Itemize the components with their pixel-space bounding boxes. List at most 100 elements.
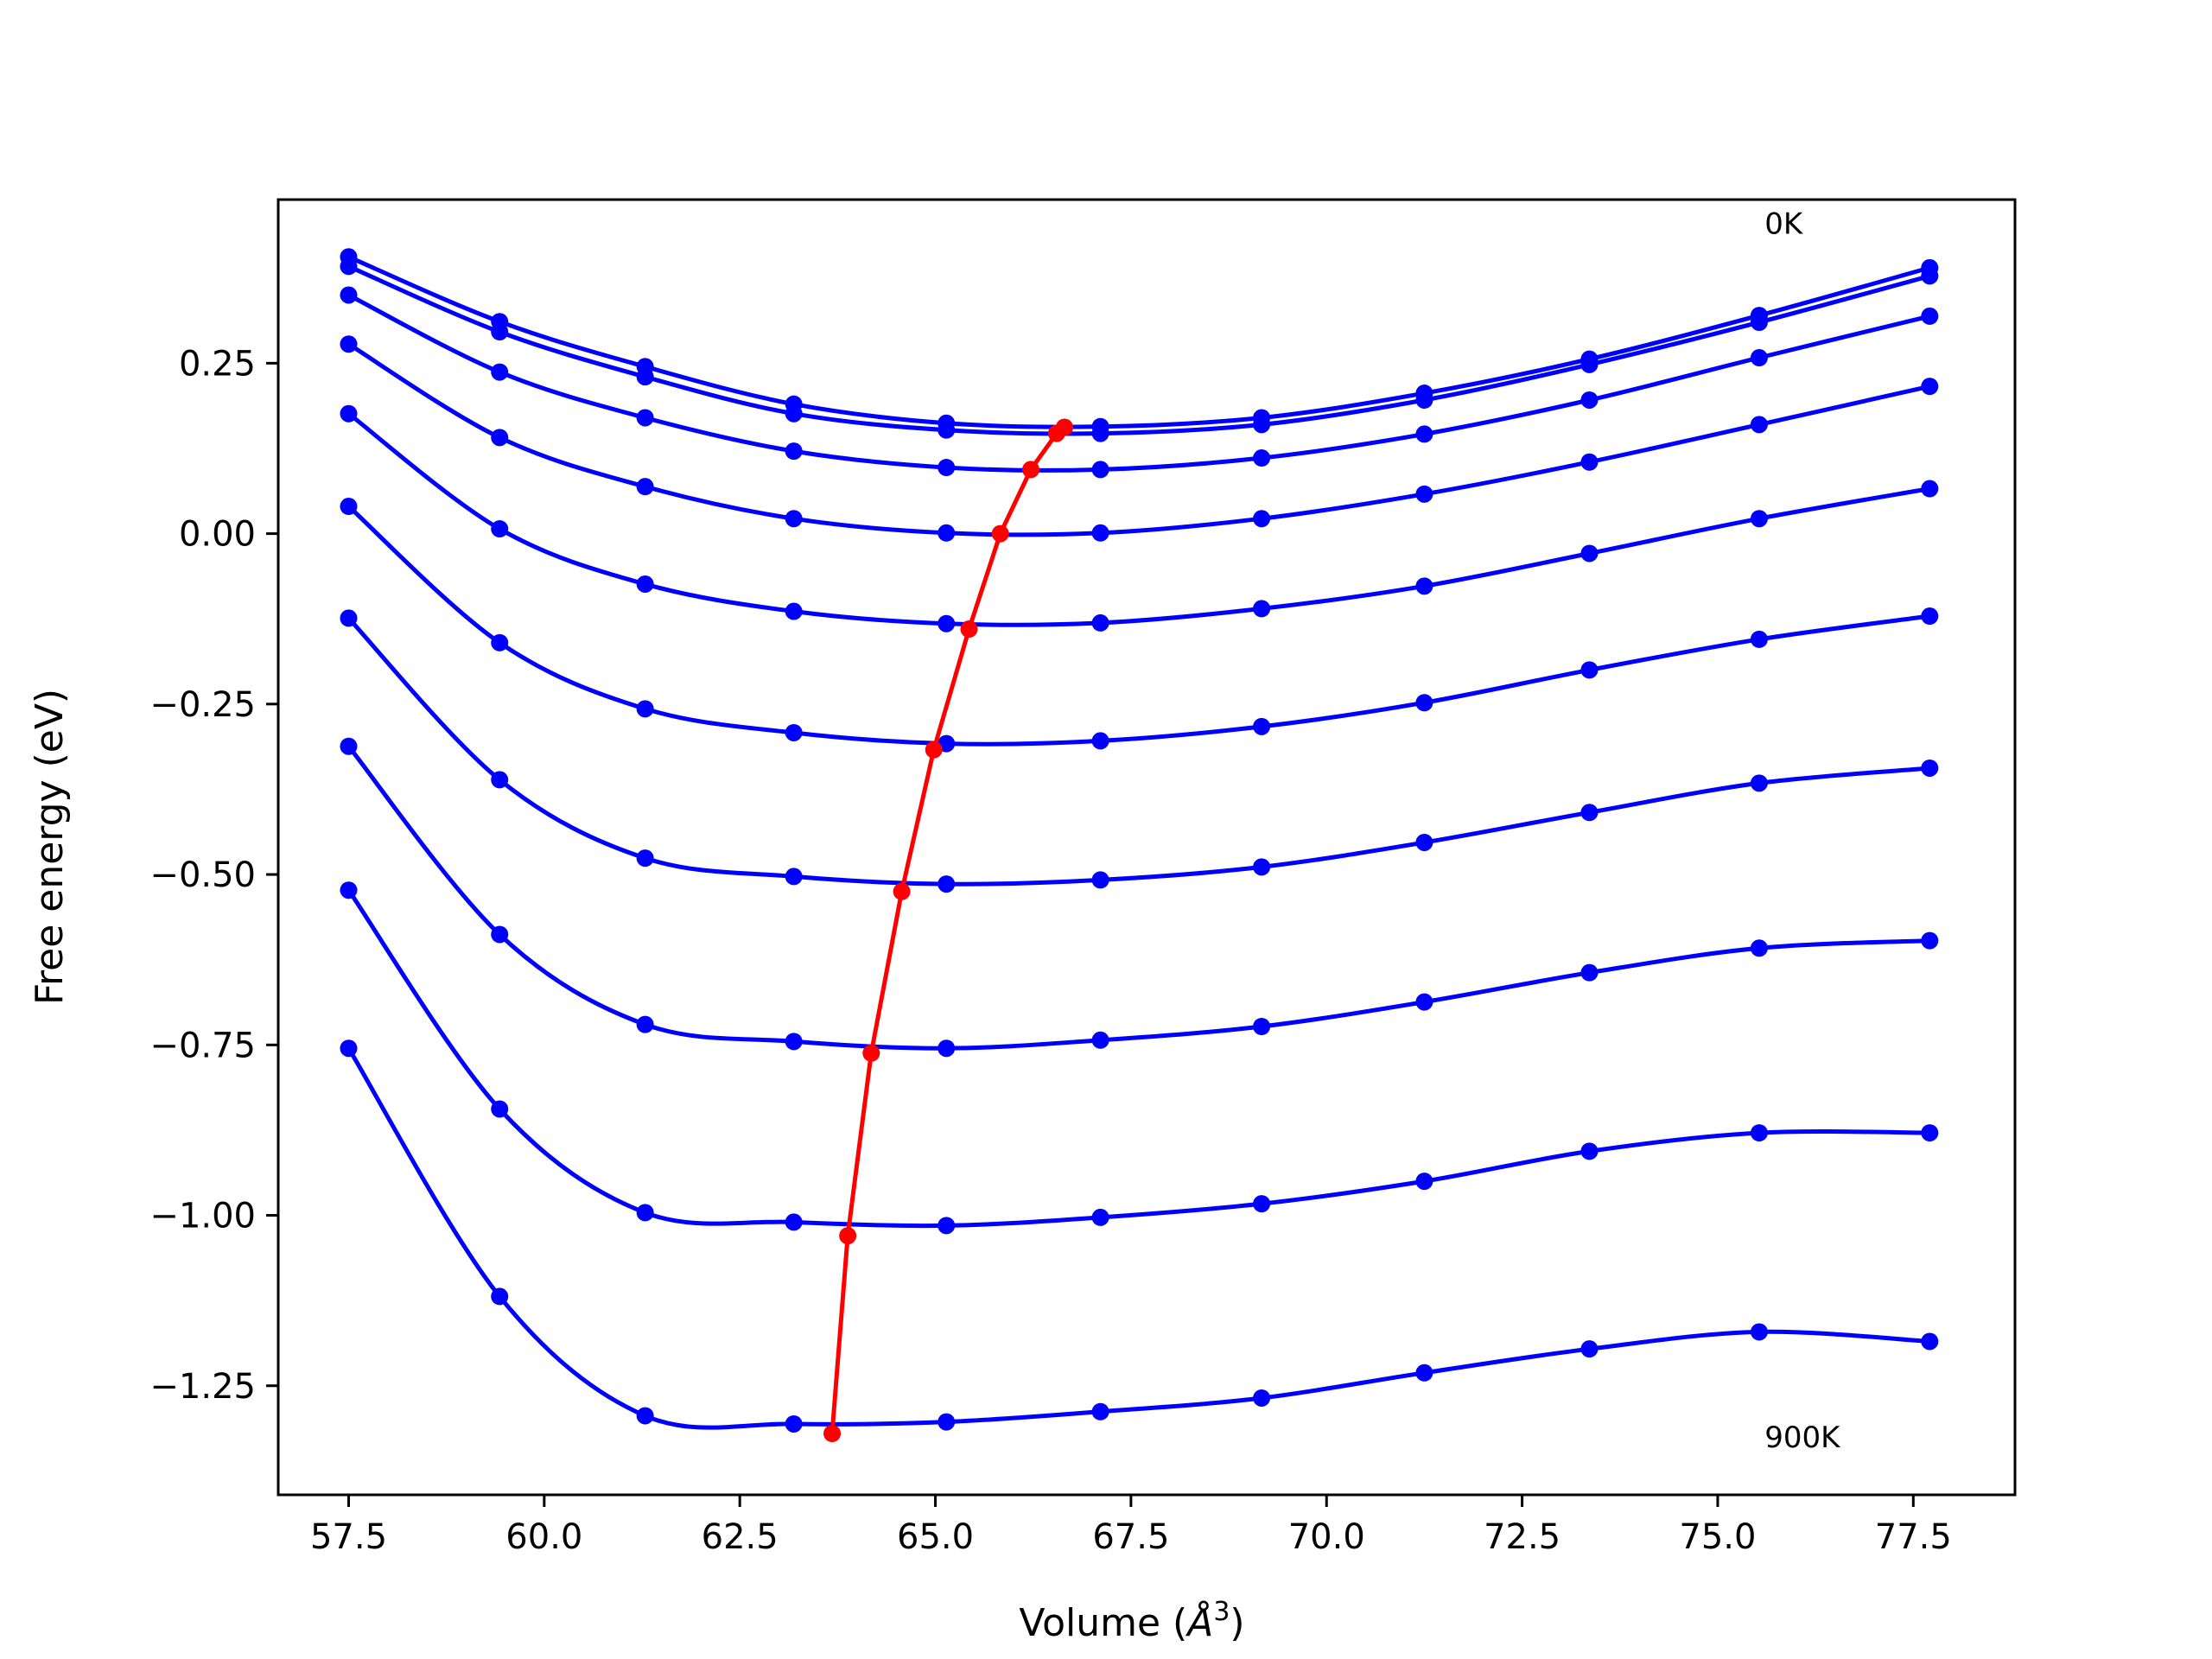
data-point bbox=[1580, 963, 1599, 982]
data-point bbox=[1091, 732, 1109, 750]
data-point bbox=[1580, 661, 1599, 679]
data-point bbox=[1415, 577, 1433, 595]
data-point bbox=[340, 498, 358, 516]
data-point bbox=[340, 609, 358, 627]
data-point bbox=[340, 881, 358, 899]
x-tick-label: 62.5 bbox=[702, 1517, 779, 1557]
data-point bbox=[491, 1287, 509, 1306]
data-point bbox=[1253, 1195, 1271, 1213]
data-point bbox=[1415, 833, 1433, 851]
minimum-point bbox=[960, 620, 978, 639]
minimum-point bbox=[991, 524, 1009, 543]
data-point bbox=[938, 524, 956, 542]
data-point bbox=[1750, 314, 1768, 332]
data-point bbox=[636, 1015, 654, 1033]
x-tick-label: 67.5 bbox=[1092, 1517, 1169, 1557]
data-point bbox=[1415, 391, 1433, 409]
data-point bbox=[1750, 416, 1768, 434]
data-point bbox=[938, 1217, 956, 1235]
data-point bbox=[1091, 424, 1109, 442]
data-point bbox=[1091, 1031, 1109, 1049]
data-point bbox=[1580, 453, 1599, 471]
data-point bbox=[1921, 378, 1939, 396]
data-point bbox=[636, 1407, 654, 1425]
data-point bbox=[1415, 993, 1433, 1011]
data-point bbox=[1253, 717, 1271, 735]
minimum-point bbox=[823, 1424, 842, 1442]
minimum-point bbox=[925, 741, 943, 759]
x-tick-label: 75.0 bbox=[1679, 1517, 1756, 1557]
fit-curve-9 bbox=[346, 1046, 1930, 1430]
data-point bbox=[636, 1204, 654, 1222]
plot-area bbox=[340, 248, 1939, 1442]
data-point bbox=[491, 429, 509, 447]
axes-frame bbox=[276, 198, 2017, 1497]
y-axis-label: Free energy (eV) bbox=[28, 689, 72, 1005]
data-point bbox=[1921, 931, 1939, 950]
data-point bbox=[1921, 607, 1939, 626]
minimum-line bbox=[830, 425, 1066, 1434]
data-point bbox=[1580, 391, 1599, 409]
data-point bbox=[1091, 613, 1109, 632]
data-point bbox=[938, 875, 956, 893]
y-tick-label: −1.00 bbox=[149, 1197, 256, 1236]
annotation-label: 900K bbox=[1764, 1421, 1841, 1455]
data-point bbox=[636, 368, 654, 386]
data-point bbox=[340, 404, 358, 423]
data-point bbox=[1580, 355, 1599, 373]
annotations: 0K 900K bbox=[1764, 207, 1841, 1454]
data-point bbox=[1253, 858, 1271, 876]
data-point bbox=[1091, 1402, 1109, 1421]
data-point bbox=[340, 286, 358, 304]
minimum-point bbox=[893, 882, 911, 900]
x-tick-label: 60.0 bbox=[505, 1517, 582, 1557]
data-point bbox=[1415, 485, 1433, 503]
x-tick-label: 57.5 bbox=[310, 1517, 387, 1557]
x-tick-label: 72.5 bbox=[1484, 1517, 1560, 1557]
data-point bbox=[1580, 544, 1599, 563]
data-point bbox=[1580, 1142, 1599, 1160]
data-point bbox=[1750, 510, 1768, 528]
data-point bbox=[491, 363, 509, 381]
data-point bbox=[491, 633, 509, 652]
data-point bbox=[938, 421, 956, 439]
x-axis-label: Volume (Å3) bbox=[1019, 1597, 1244, 1645]
data-point bbox=[785, 404, 803, 423]
data-point bbox=[785, 868, 803, 886]
data-point bbox=[340, 1039, 358, 1058]
data-point bbox=[1253, 1017, 1271, 1035]
y-tick-label: −0.25 bbox=[149, 685, 256, 725]
data-point bbox=[491, 323, 509, 341]
y-tick-label: 0.25 bbox=[179, 344, 256, 384]
data-point bbox=[785, 1213, 803, 1231]
data-point bbox=[785, 442, 803, 461]
minimum-point bbox=[839, 1227, 857, 1245]
data-point bbox=[1750, 1323, 1768, 1341]
data-point bbox=[340, 335, 358, 353]
data-point bbox=[1091, 871, 1109, 889]
data-point bbox=[785, 510, 803, 528]
data-point bbox=[1750, 630, 1768, 648]
y-tick-label: −1.25 bbox=[149, 1367, 256, 1407]
data-point bbox=[1580, 1340, 1599, 1358]
data-point bbox=[785, 723, 803, 741]
data-point bbox=[1750, 1124, 1768, 1142]
data-point bbox=[938, 1039, 956, 1058]
data-point bbox=[1253, 416, 1271, 434]
data-point bbox=[785, 602, 803, 620]
data-point bbox=[1415, 1363, 1433, 1382]
data-point bbox=[340, 257, 358, 276]
data-point bbox=[340, 737, 358, 755]
data-point bbox=[1253, 1389, 1271, 1407]
axis-ticks: 57.5 60.0 62.5 65.0 67.5 70.0 72.5 75.0 77.5 0.25… bbox=[149, 344, 1951, 1557]
data-point bbox=[1921, 480, 1939, 498]
data-point bbox=[1091, 461, 1109, 479]
data-point bbox=[636, 478, 654, 496]
data-point bbox=[1750, 939, 1768, 957]
data-point bbox=[1750, 774, 1768, 792]
x-tick-label: 77.5 bbox=[1875, 1517, 1952, 1557]
data-point bbox=[938, 1413, 956, 1431]
data-point bbox=[636, 409, 654, 427]
data-point bbox=[1921, 267, 1939, 285]
data-point bbox=[1253, 449, 1271, 467]
